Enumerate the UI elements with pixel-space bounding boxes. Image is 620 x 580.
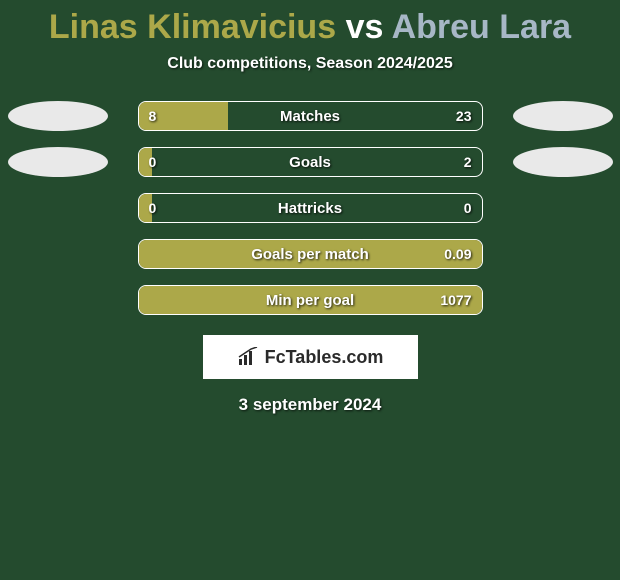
stat-row: Goals0 2 [0,147,620,177]
badge-spacer [8,193,108,223]
branding-box: FcTables.com [203,335,418,379]
stat-row: Min per goal1077 [0,285,620,315]
stat-value-right: 0 [464,194,472,222]
stat-row: Hattricks0 0 [0,193,620,223]
stat-row: Matches8 23 [0,101,620,131]
stat-value-left: 0 [149,148,157,176]
stat-row: Goals per match0.09 [0,239,620,269]
stat-bar: Goals0 2 [138,147,483,177]
stat-bar: Goals per match0.09 [138,239,483,269]
stat-label: Min per goal [139,286,482,314]
player2-name: Abreu Lara [392,8,572,46]
badge-spacer [513,285,613,315]
stat-label: Hattricks [139,194,482,222]
stat-label: Goals per match [139,240,482,268]
stat-label: Goals [139,148,482,176]
chart-icon [237,347,259,367]
player2-badge [513,147,613,177]
badge-spacer [513,239,613,269]
vs-label: vs [346,8,384,46]
badge-spacer [513,193,613,223]
subtitle: Club competitions, Season 2024/2025 [0,55,620,73]
badge-spacer [8,239,108,269]
badge-spacer [8,285,108,315]
stat-value-right: 0.09 [444,240,471,268]
branding-text: FcTables.com [265,347,384,368]
stat-bar: Hattricks0 0 [138,193,483,223]
stat-value-left: 8 [149,102,157,130]
comparison-title: Linas Klimavicius vs Abreu Lara [0,8,620,47]
player1-name: Linas Klimavicius [49,8,336,46]
stat-value-right: 2 [464,148,472,176]
player1-badge [8,101,108,131]
date-label: 3 september 2024 [0,395,620,415]
stats-rows: Matches823Goals02Hattricks00Goals per ma… [0,101,620,315]
stat-label: Matches [139,102,482,130]
player1-badge [8,147,108,177]
stat-value-right: 23 [456,102,472,130]
stat-value-left: 0 [149,194,157,222]
stat-bar: Min per goal1077 [138,285,483,315]
player2-badge [513,101,613,131]
stat-bar: Matches8 23 [138,101,483,131]
stat-value-right: 1077 [440,286,471,314]
